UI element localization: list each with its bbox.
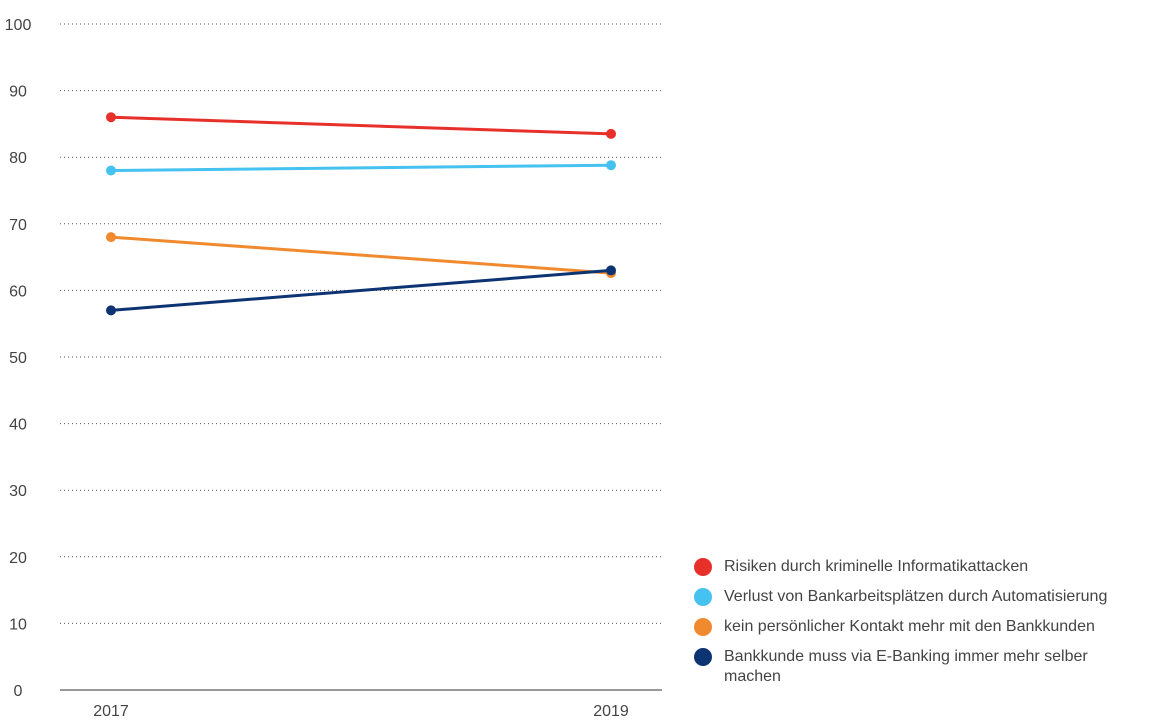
y-tick-label: 20 [9, 550, 27, 567]
y-tick-label: 80 [9, 150, 27, 167]
legend-marker-icon [694, 648, 712, 666]
series-points [106, 112, 616, 316]
y-tick-label: 50 [9, 350, 27, 367]
y-tick-label: 30 [9, 483, 27, 500]
legend-label: Risiken durch kriminelle Informatikattac… [724, 558, 1029, 575]
x-tick-label: 2019 [593, 703, 629, 720]
series-2-line [110, 163, 612, 173]
legend-label: Bankkunde muss via E-Banking immer mehr … [724, 648, 1088, 685]
series-2-point [106, 165, 116, 176]
series-1-line [110, 115, 612, 136]
legend-marker-icon [694, 618, 712, 636]
series-1-point [606, 128, 616, 139]
y-tick-label: 70 [9, 217, 27, 234]
y-tick-label: 90 [9, 84, 27, 101]
series-4-point [106, 305, 116, 316]
y-tick-label: 60 [9, 283, 27, 300]
y-axis-tick-labels: 0 10 20 30 40 50 60 70 80 90 100 [5, 17, 32, 700]
y-tick-label: 100 [5, 17, 32, 34]
series-3-line [110, 235, 612, 275]
legend-label: kein persönlicher Kontakt mehr mit den B… [724, 618, 1095, 635]
series-4-point [606, 265, 616, 276]
series-3-point [106, 232, 116, 243]
legend-item: Risiken durch kriminelle Informatikattac… [694, 557, 1146, 577]
series-4-line [110, 268, 612, 312]
legend-marker-icon [694, 588, 712, 606]
line-chart: 0 10 20 30 40 50 60 70 80 90 100 2017 2019 [5, 17, 662, 720]
legend-item: kein persönlicher Kontakt mehr mit den B… [694, 617, 1146, 637]
series-1-point [106, 112, 116, 123]
series-2-point [606, 160, 616, 171]
y-tick-label: 10 [9, 616, 27, 633]
gridlines [60, 23, 662, 624]
legend: Risiken durch kriminelle Informatikattac… [694, 557, 1146, 697]
x-axis: 2017 2019 [60, 689, 662, 720]
legend-marker-icon [694, 558, 712, 576]
x-tick-label: 2017 [93, 703, 129, 720]
series-lines [110, 115, 612, 312]
legend-item: Verlust von Bankarbeitsplätzen durch Aut… [694, 587, 1146, 607]
y-tick-label: 40 [9, 417, 27, 434]
legend-label: Verlust von Bankarbeitsplätzen durch Aut… [724, 588, 1108, 605]
y-tick-label: 0 [14, 683, 23, 700]
legend-item: Bankkunde muss via E-Banking immer mehr … [694, 647, 1146, 687]
